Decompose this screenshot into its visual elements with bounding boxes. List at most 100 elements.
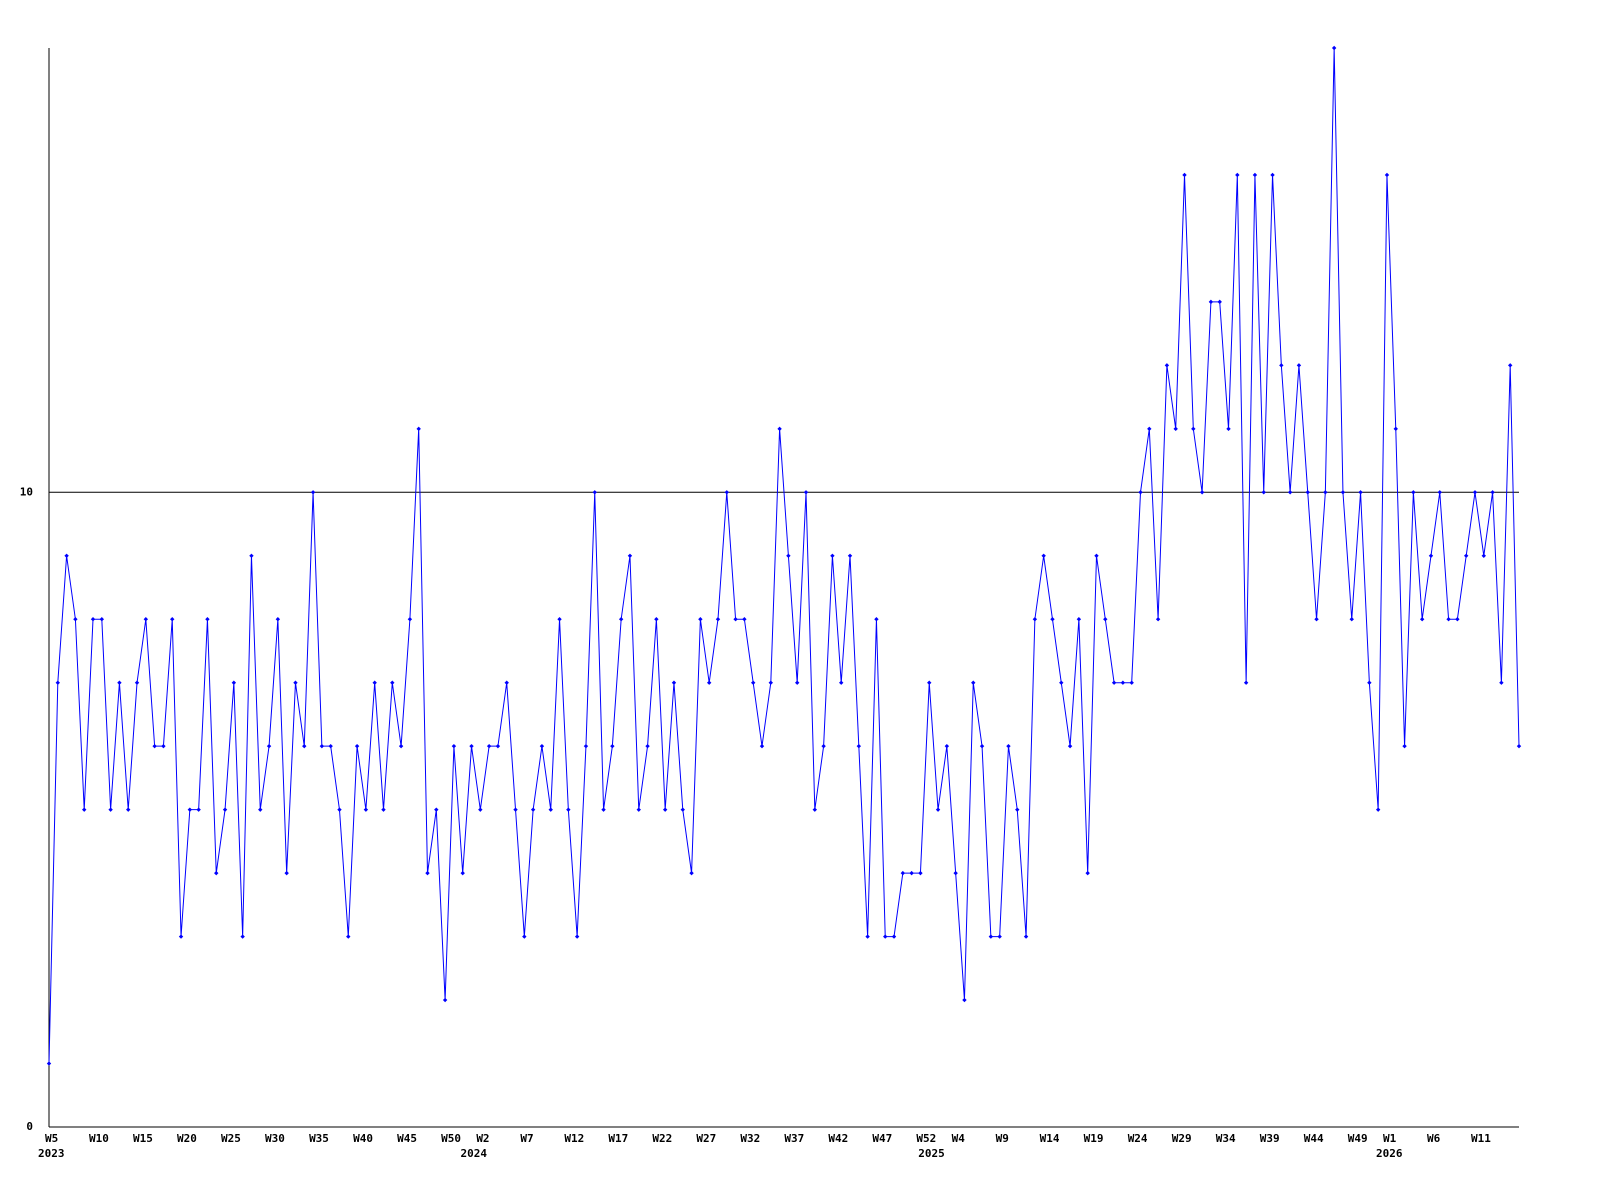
point (865, 934, 870, 939)
point (847, 553, 853, 558)
x-tick-label: W34 (1216, 1132, 1236, 1145)
point (275, 617, 281, 622)
x-tick-label: W6 (1427, 1132, 1441, 1145)
point (442, 997, 448, 1003)
point (1507, 363, 1513, 368)
point (971, 680, 976, 685)
point (416, 426, 421, 432)
point (504, 680, 509, 685)
point (654, 617, 659, 622)
point (1155, 617, 1161, 622)
point (1270, 172, 1275, 178)
point (1252, 172, 1258, 178)
point (222, 807, 228, 812)
point (812, 807, 818, 812)
x-tick-label: W52 (916, 1132, 936, 1145)
x-tick-label: W32 (740, 1132, 760, 1145)
x-tick-label: W45 (397, 1132, 417, 1145)
point (706, 680, 712, 685)
point (293, 680, 298, 685)
year-label: 2023 (38, 1147, 65, 1160)
point (1490, 490, 1495, 495)
year-label: 2025 (918, 1147, 945, 1160)
x-tick-label: W35 (309, 1132, 329, 1145)
point (1120, 680, 1126, 685)
point (170, 617, 175, 622)
point (178, 934, 184, 939)
x-tick-label: W49 (1348, 1132, 1368, 1145)
point (249, 553, 254, 558)
point (1059, 680, 1064, 685)
x-tick-label: W27 (696, 1132, 716, 1145)
point (1199, 490, 1205, 495)
point (1419, 617, 1425, 622)
point (592, 490, 597, 495)
point (486, 743, 492, 749)
x-tick-label: W44 (1304, 1132, 1324, 1145)
point (636, 807, 641, 812)
point (786, 553, 791, 558)
point (610, 743, 615, 749)
y-tick-label: 10 (20, 485, 33, 498)
point (231, 680, 237, 685)
point (1235, 172, 1240, 178)
point (795, 680, 800, 685)
point (310, 490, 316, 495)
x-tick-label: W25 (221, 1132, 241, 1145)
point (108, 807, 113, 812)
point (830, 553, 835, 558)
point (548, 807, 553, 812)
point (73, 617, 78, 622)
point (698, 617, 703, 622)
point (821, 743, 826, 749)
x-tick-label: W50 (441, 1132, 461, 1145)
point (1516, 743, 1522, 749)
point (64, 553, 69, 558)
point (1305, 490, 1310, 495)
point (839, 680, 844, 685)
point (530, 807, 536, 812)
x-tick-label: W24 (1128, 1132, 1148, 1145)
x-tick-label: W15 (133, 1132, 153, 1145)
point (398, 743, 404, 749)
point (522, 934, 527, 939)
point (891, 934, 897, 939)
point (1147, 426, 1152, 432)
point (266, 743, 272, 749)
point (883, 934, 888, 939)
point (354, 743, 360, 749)
point (99, 617, 105, 622)
point (372, 680, 377, 685)
x-tick-label: W37 (784, 1132, 804, 1145)
year-label: 2024 (461, 1147, 488, 1160)
point (1050, 617, 1055, 622)
year-label: 2026 (1376, 1147, 1403, 1160)
x-tick-label: W10 (89, 1132, 109, 1145)
x-tick-label: W9 (996, 1132, 1009, 1145)
point (953, 870, 958, 876)
x-tick-label: W47 (872, 1132, 892, 1145)
point (1023, 934, 1029, 939)
point (460, 870, 465, 876)
point (1094, 553, 1099, 558)
point (988, 934, 994, 939)
point (1428, 553, 1434, 558)
point (284, 870, 289, 876)
point (1472, 490, 1478, 495)
point (469, 743, 474, 749)
point (1279, 363, 1284, 368)
x-tick-label: W7 (520, 1132, 533, 1145)
point (671, 680, 677, 685)
point (1463, 553, 1469, 558)
x-tick-label: W14 (1040, 1132, 1060, 1145)
x-tick-label: W11 (1471, 1132, 1491, 1145)
x-tick-label: W39 (1260, 1132, 1280, 1145)
point (583, 743, 589, 749)
x-tick-label: W1 (1383, 1132, 1397, 1145)
point (1217, 299, 1222, 305)
x-tick-label: W20 (177, 1132, 197, 1145)
point (451, 743, 457, 749)
point (258, 807, 263, 812)
